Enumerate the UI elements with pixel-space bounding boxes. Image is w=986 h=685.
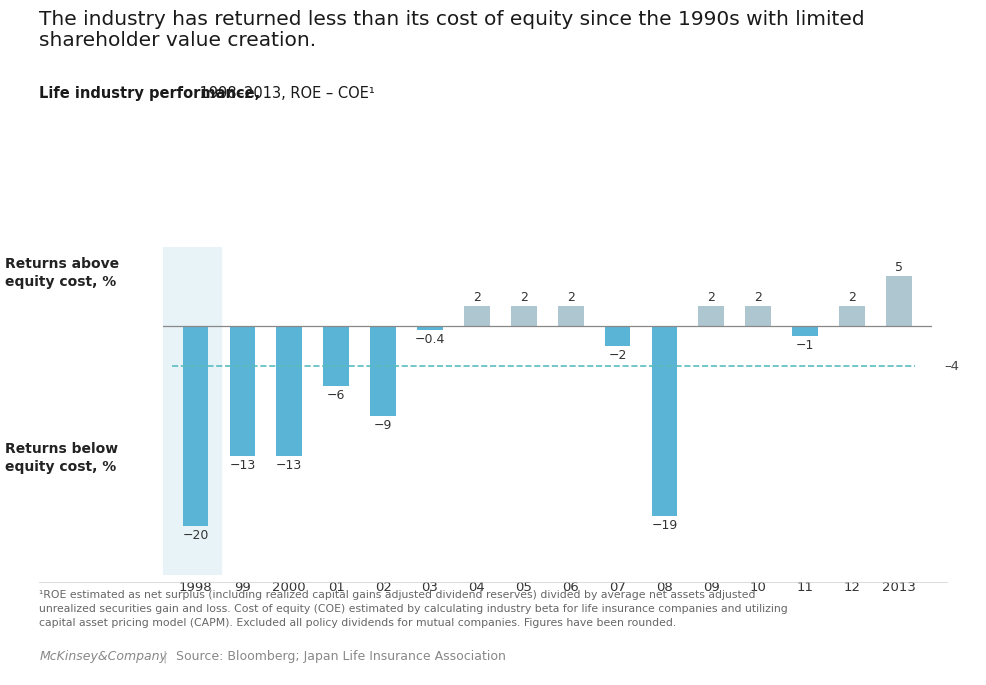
Text: 2: 2 [520,291,528,304]
Bar [417,326,443,330]
Bar [604,326,630,346]
Bar [793,326,818,336]
Text: −13: −13 [276,459,303,472]
Text: −19: −19 [652,519,677,532]
Text: Life industry performance,: Life industry performance, [39,86,260,101]
Text: 2: 2 [754,291,762,304]
Text: shareholder value creation.: shareholder value creation. [39,31,317,50]
Bar [163,247,221,575]
Bar [276,326,302,456]
Bar [698,306,725,326]
Text: The industry has returned less than its cost of equity since the 1990s with limi: The industry has returned less than its … [39,10,865,29]
Text: −20: −20 [182,529,209,542]
Bar [652,326,677,516]
Text: −9: −9 [374,419,392,432]
Text: −0.4: −0.4 [415,334,446,347]
Text: McKinsey&Company: McKinsey&Company [39,650,168,663]
Text: –4: –4 [945,360,959,373]
Text: ¹ROE estimated as net surplus (including realized capital gains adjusted dividen: ¹ROE estimated as net surplus (including… [39,590,788,628]
Text: −6: −6 [327,389,345,402]
Text: |: | [163,650,167,663]
Bar [323,326,349,386]
Text: −13: −13 [230,459,255,472]
Text: Source: Bloomberg; Japan Life Insurance Association: Source: Bloomberg; Japan Life Insurance … [176,650,506,663]
Text: 2: 2 [707,291,715,304]
Text: 2: 2 [567,291,575,304]
Bar [182,326,208,525]
Text: −1: −1 [796,339,814,352]
Bar [230,326,255,456]
Text: Returns above
equity cost, %: Returns above equity cost, % [5,257,119,289]
Text: 1998–2013, ROE – COE¹: 1998–2013, ROE – COE¹ [195,86,375,101]
Bar [511,306,536,326]
Text: 2: 2 [848,291,856,304]
Text: Returns below
equity cost, %: Returns below equity cost, % [5,442,118,474]
Bar [370,326,396,416]
Bar [464,306,490,326]
Bar [745,306,771,326]
Bar [558,306,584,326]
Text: 2: 2 [473,291,481,304]
Text: −2: −2 [608,349,627,362]
Bar [839,306,865,326]
Bar [886,277,912,326]
Text: 5: 5 [895,261,903,274]
